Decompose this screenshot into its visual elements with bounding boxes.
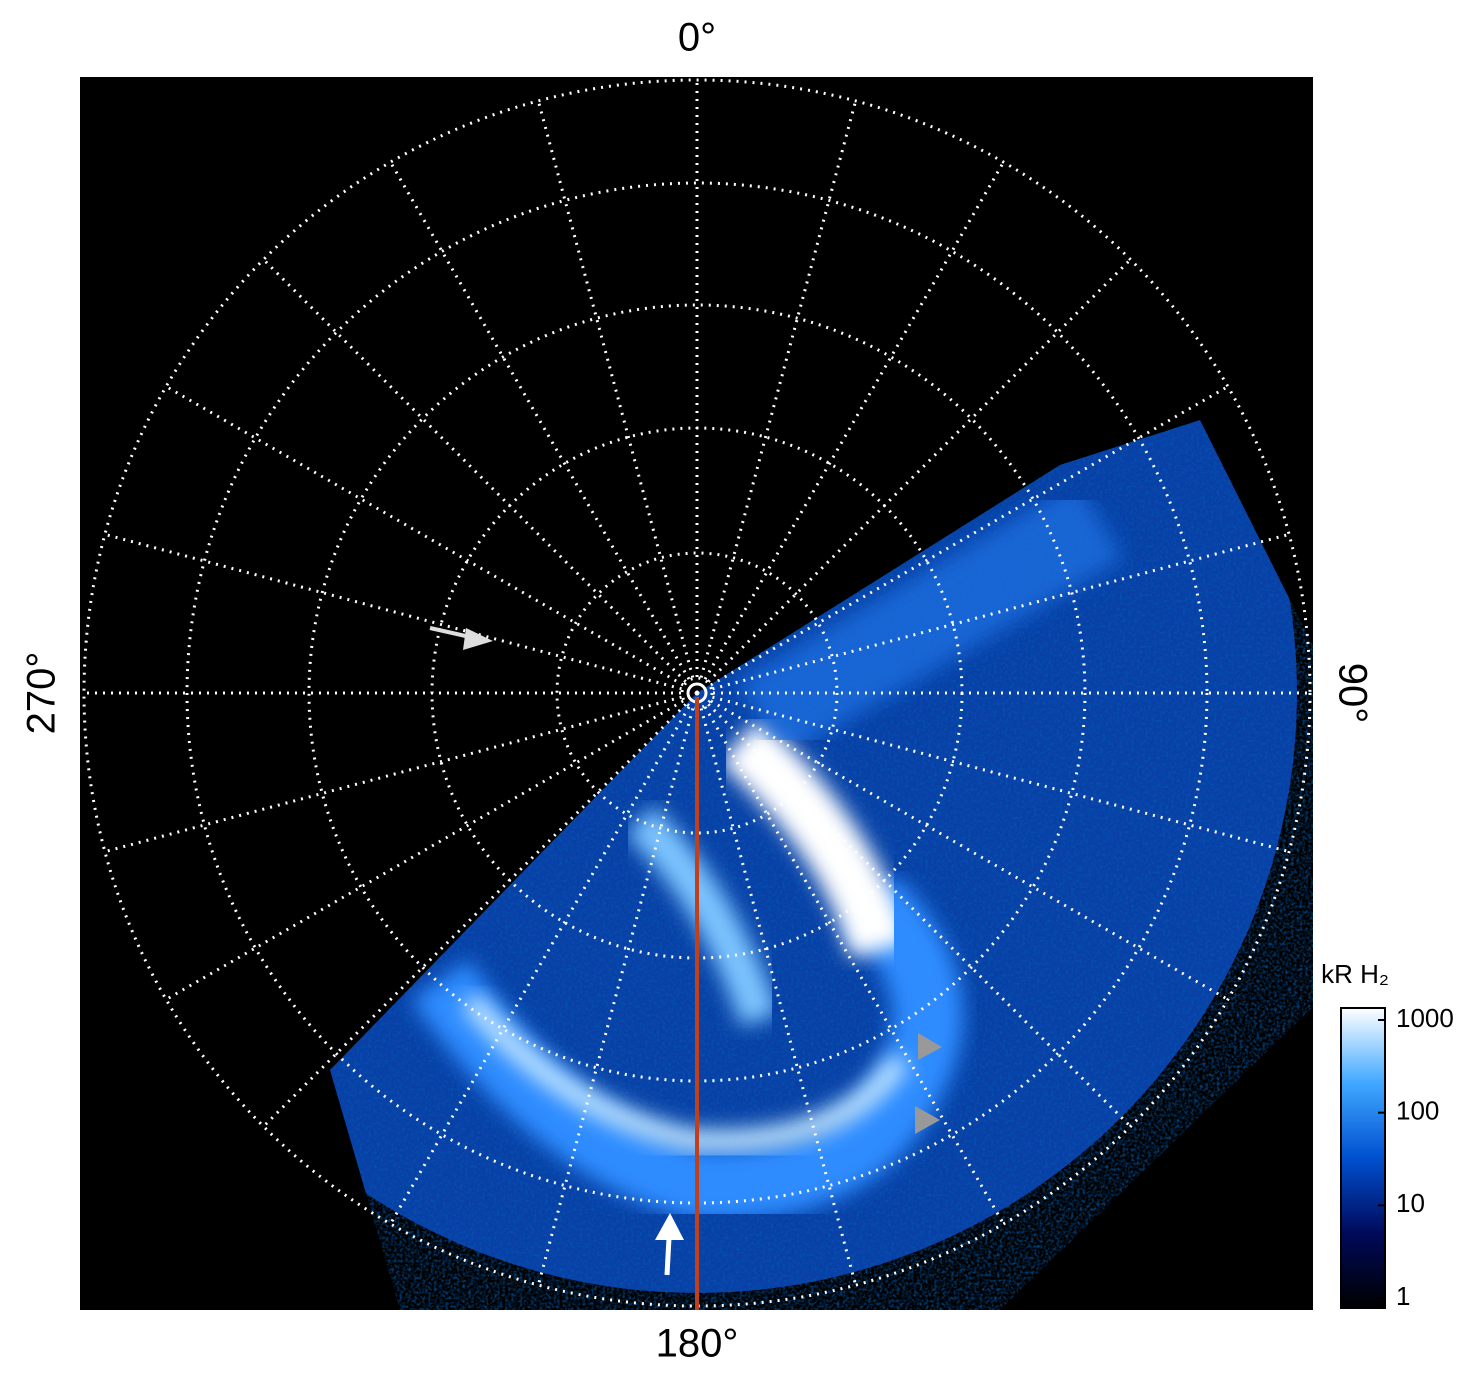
arrow-head <box>463 628 493 650</box>
arrow-head <box>655 1213 684 1240</box>
arrow <box>429 626 471 639</box>
colorbar-tick-label: 1000 <box>1396 1003 1454 1033</box>
colorbar-label: kR H₂ <box>1321 959 1389 989</box>
colorbar-scale <box>1340 1007 1386 1309</box>
arrow-head <box>915 1106 940 1134</box>
angle-label: 180° <box>656 1322 739 1366</box>
grid-circle <box>82 78 1312 1308</box>
colorbar-tick-label: 1 <box>1396 1281 1410 1311</box>
angle-label: 270° <box>20 652 64 735</box>
colorbar-tick-label: 100 <box>1396 1096 1439 1126</box>
colorbar-tick-label: 10 <box>1396 1188 1425 1218</box>
grid-circle <box>555 551 839 835</box>
colorbar: kR H₂ 1 10 100 1000 <box>1321 959 1454 1311</box>
arrow-head <box>918 1033 942 1060</box>
angle-label: 0° <box>678 16 716 60</box>
arrow <box>664 1237 672 1276</box>
angle-label: 90° <box>1330 663 1374 724</box>
arrows <box>429 626 942 1276</box>
grid-circle <box>680 676 714 710</box>
